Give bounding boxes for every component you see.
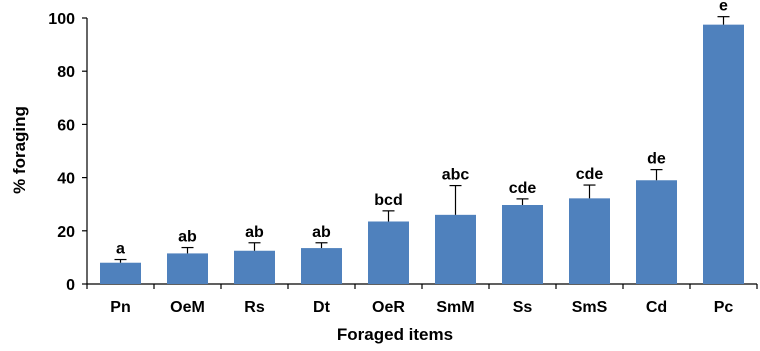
x-tick-label-Dt: Dt [313,299,331,316]
x-tick-label-SmM: SmM [436,299,474,316]
y-tick-label: 20 [57,224,75,241]
significance-label-Dt: ab [312,224,331,241]
bar-Rs [234,250,275,284]
significance-label-Cd: de [647,151,666,168]
bar-Ss [502,204,543,284]
x-tick-label-OeM: OeM [170,299,205,316]
x-tick-label-Cd: Cd [646,299,667,316]
significance-label-OeM: ab [178,229,197,246]
y-tick-label: 80 [57,64,75,81]
significance-label-SmM: abc [442,167,470,184]
significance-label-OeR: bcd [374,192,402,209]
y-tick-label: 40 [57,171,75,188]
y-tick-label: 0 [66,277,75,294]
significance-label-SmS: cde [576,166,604,183]
significance-label-Pn: a [116,241,125,258]
bar-OeM [167,253,208,284]
bar-SmM [435,214,476,284]
bar-Dt [301,248,342,284]
x-tick-label-SmS: SmS [572,299,608,316]
x-axis-label: Foraged items [337,325,453,344]
bar-OeR [368,221,409,284]
x-tick-label-Rs: Rs [244,299,265,316]
bar-Cd [636,180,677,284]
significance-label-Rs: ab [245,224,264,241]
y-tick-label: 100 [48,11,75,28]
x-tick-label-Pn: Pn [110,299,130,316]
significance-label-Ss: cde [509,180,537,197]
y-tick-label: 60 [57,117,75,134]
bar-Pn [100,262,141,284]
x-tick-label-Pc: Pc [714,299,734,316]
significance-label-Pc: e [719,0,728,15]
x-tick-label-OeR: OeR [372,299,405,316]
bar-SmS [569,198,610,284]
x-tick-label-Ss: Ss [513,299,533,316]
y-axis-label: % foraging [10,106,29,194]
bar-Pc [703,24,744,285]
